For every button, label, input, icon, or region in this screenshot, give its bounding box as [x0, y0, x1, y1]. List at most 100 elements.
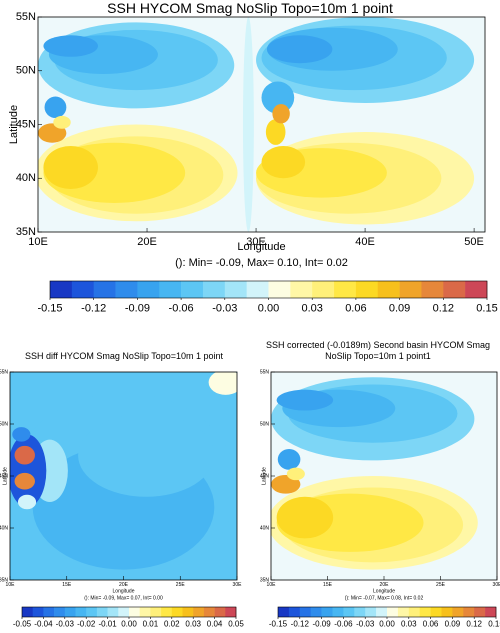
contour-region — [17, 494, 37, 510]
colorbar-swatch — [343, 607, 355, 617]
x-tick-label: 25E — [436, 582, 446, 588]
colorbar-tick-label: -0.15 — [269, 620, 288, 629]
colorbar-swatch — [278, 607, 290, 617]
colorbar-tick-label: -0.05 — [13, 620, 32, 629]
caption: (): Min= -0.07, Max= 0.08, Int= 0.02 — [345, 595, 424, 601]
y-tick-label: 55N — [260, 369, 270, 375]
x-axis-label: Longitude — [113, 588, 135, 594]
colorbar-swatch — [474, 607, 486, 617]
x-tick-label: 30E — [493, 582, 500, 588]
colorbar-tick-label: -0.01 — [98, 620, 117, 629]
x-axis-label: Longitude — [237, 241, 285, 253]
colorbar-swatch — [321, 607, 333, 617]
contour-region — [242, 17, 254, 232]
contour-region — [266, 35, 333, 64]
colorbar-swatch — [203, 607, 215, 617]
colorbar-tick-label: 0.03 — [401, 620, 417, 629]
x-tick-label: 20E — [119, 582, 129, 588]
colorbar-swatch — [50, 281, 73, 298]
y-tick-label: 40N — [16, 172, 36, 184]
contour-region — [286, 467, 305, 481]
colorbar-tick-label: -0.04 — [34, 620, 53, 629]
colorbar-swatch — [129, 607, 140, 617]
colorbar-swatch — [93, 281, 116, 298]
colorbar-swatch — [86, 607, 98, 617]
colorbar-swatch — [159, 281, 182, 298]
colorbar-swatch — [397, 607, 410, 617]
colorbar-swatch — [299, 607, 311, 617]
colorbar-swatch — [139, 607, 151, 617]
contour-region — [43, 146, 98, 189]
colorbar-swatch — [430, 607, 442, 617]
x-tick-label: 50E — [464, 236, 484, 248]
x-tick-label: 15E — [323, 582, 333, 588]
contour-region — [44, 96, 67, 119]
field — [271, 372, 497, 580]
colorbar-swatch — [161, 607, 173, 617]
colorbar-swatch — [115, 281, 138, 298]
colorbar-tick-label: -0.09 — [312, 620, 331, 629]
colorbar-tick-label: 0.15 — [476, 302, 497, 314]
colorbar-swatch — [408, 607, 420, 617]
colorbar-tick-label: -0.15 — [37, 302, 62, 314]
colorbar-swatch — [465, 281, 488, 298]
colorbar-tick-label: 0.00 — [379, 620, 395, 629]
colorbar-tick-label: 0.09 — [445, 620, 461, 629]
y-tick-label: 50N — [16, 65, 36, 77]
field — [10, 372, 237, 580]
colorbar-swatch — [443, 281, 466, 298]
x-tick-label: 10E — [28, 236, 48, 248]
colorbar-swatch — [421, 281, 444, 298]
x-tick-label: 30E — [246, 236, 266, 248]
colorbar-swatch — [32, 607, 44, 617]
contour-region — [276, 496, 334, 539]
x-axis-label: Longitude — [373, 588, 395, 594]
x-tick-label: 20E — [137, 236, 157, 248]
x-tick-label: 10E — [6, 582, 16, 588]
y-tick-label: 40N — [260, 525, 270, 531]
colorbar-swatch — [171, 607, 183, 617]
colorbar-swatch — [463, 607, 475, 617]
colorbar-swatch — [377, 281, 400, 298]
colorbar-swatch — [288, 607, 301, 617]
contour-region — [261, 81, 295, 114]
caption: (): Min= -0.09, Max= 0.10, Int= 0.02 — [175, 257, 348, 269]
contour-region — [272, 104, 290, 124]
colorbar-swatch — [137, 281, 160, 298]
colorbar-tick-label: -0.09 — [125, 302, 150, 314]
colorbar-tick-label: 0.12 — [433, 302, 454, 314]
contour-region — [261, 146, 306, 179]
colorbar-tick-label: 0.04 — [207, 620, 223, 629]
y-tick-label: 35N — [260, 577, 270, 583]
y-tick-label: 40N — [0, 525, 8, 531]
contour-region — [208, 372, 237, 395]
contour-region — [43, 35, 98, 57]
x-tick-label: 20E — [380, 582, 390, 588]
y-axis-label: Latitude — [2, 467, 8, 485]
contour-region — [78, 413, 215, 497]
colorbar-tick-label: 0.06 — [423, 620, 439, 629]
colorbar-swatch — [193, 607, 205, 617]
colorbar-swatch — [118, 607, 130, 617]
colorbar-tick-label: 0.03 — [185, 620, 201, 629]
colorbar-swatch — [182, 607, 194, 617]
contour-region — [53, 115, 71, 129]
contour-panel: 10E 20E 30E 40E 50E 35N 40N 45N 50N 55N Longitude L… — [8, 11, 498, 314]
caption: (): Min= -0.09, Max= 0.07, Int= 0.00 — [84, 595, 163, 601]
colorbar-swatch — [268, 281, 291, 298]
colorbar-swatch — [310, 607, 322, 617]
y-axis-label: Latitude — [261, 467, 267, 485]
colorbar-swatch — [441, 607, 453, 617]
y-tick-label: 55N — [16, 11, 36, 23]
colorbar-swatch — [107, 607, 119, 617]
colorbar-tick-label: -0.12 — [291, 620, 310, 629]
y-tick-label: 35N — [16, 226, 36, 238]
y-tick-label: 45N — [260, 473, 270, 479]
colorbar-swatch — [334, 281, 357, 298]
colorbar-tick-label: -0.03 — [356, 620, 375, 629]
colorbar-swatch — [64, 607, 76, 617]
contour-region — [14, 445, 35, 465]
colorbar-tick-label: 0.15 — [488, 620, 500, 629]
colorbar-swatch — [376, 607, 388, 617]
